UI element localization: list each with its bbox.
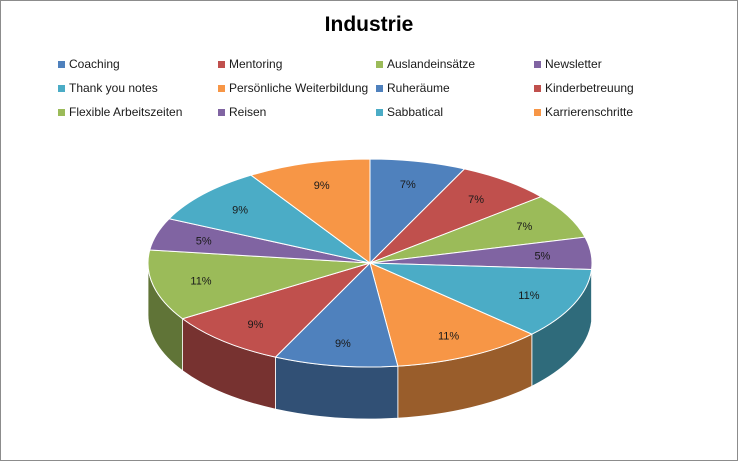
data-label-7: 9% (248, 319, 264, 331)
pie-slice-6 (274, 262, 399, 368)
pie-slice-11 (249, 158, 371, 264)
legend-swatch (218, 60, 225, 68)
legend-item: Karrierenschritte (534, 104, 633, 120)
legend-label: Ruheräume (387, 81, 450, 95)
legend-item: Persönliche Weiterbildung (218, 80, 368, 96)
data-label-5: 11% (438, 330, 459, 342)
legend-label: Karrierenschritte (545, 105, 634, 119)
data-label-9: 5% (196, 235, 212, 247)
legend-swatch (376, 108, 383, 116)
legend-swatch (218, 108, 225, 116)
legend-label: Flexible Arbeitszeiten (69, 105, 183, 119)
legend-label: Newsletter (545, 57, 602, 71)
pie-slice-5 (369, 262, 534, 367)
pie-slice-10 (168, 174, 371, 264)
legend-label: Reisen (229, 105, 267, 119)
legend-swatch (58, 60, 65, 68)
data-label-11: 9% (314, 180, 330, 192)
legend-item: Sabbatical (376, 104, 443, 120)
legend-label: Kinderbetreuung (545, 81, 634, 95)
legend-label: Thank you notes (69, 81, 158, 95)
data-label-8: 11% (190, 276, 211, 288)
legend-swatch (376, 60, 383, 68)
legend-swatch (534, 60, 541, 68)
data-label-0: 7% (400, 179, 416, 191)
pie-slice-7 (181, 262, 371, 358)
pie-data-labels: 7% 7% 7% 5% 11% 11% 9% 9% 11% 5% 9% 9% (190, 179, 550, 350)
data-label-10: 9% (232, 204, 248, 216)
legend-label: Mentoring (229, 57, 283, 71)
data-label-4: 11% (518, 290, 539, 302)
legend-item: Thank you notes (58, 80, 158, 96)
legend-item: Coaching (58, 56, 120, 72)
legend-swatch (376, 84, 383, 92)
pie-slice-8 (147, 249, 371, 320)
data-label-1: 7% (468, 194, 484, 206)
data-label-2: 7% (516, 221, 532, 233)
legend-label: Auslandeinsätze (387, 57, 476, 71)
legend-label: Sabbatical (387, 105, 444, 119)
legend-item: Mentoring (218, 56, 282, 72)
data-label-6: 9% (335, 338, 351, 350)
legend-item: Flexible Arbeitszeiten (58, 104, 182, 120)
chart-title: Industrie (324, 13, 414, 36)
legend-item: Kinderbetreuung (534, 80, 634, 96)
legend-item: Auslandeinsätze (376, 56, 475, 72)
pie-slice-4 (369, 262, 593, 335)
legend-item: Newsletter (534, 56, 602, 72)
legend-label: Coaching (69, 57, 120, 71)
legend-label: Persönliche Weiterbildung (229, 81, 369, 95)
legend-item: Ruheräume (376, 80, 450, 96)
data-label-3: 5% (534, 250, 550, 262)
legend-swatch (534, 84, 541, 92)
legend-swatch (218, 84, 225, 92)
legend-swatch (534, 108, 541, 116)
legend-item: Reisen (218, 104, 266, 120)
legend-swatch (58, 108, 65, 116)
pie-top (147, 158, 593, 368)
legend-swatch (58, 84, 65, 92)
chart-legend: Coaching Mentoring Auslandeinsätze Newslett… (1, 1, 737, 131)
